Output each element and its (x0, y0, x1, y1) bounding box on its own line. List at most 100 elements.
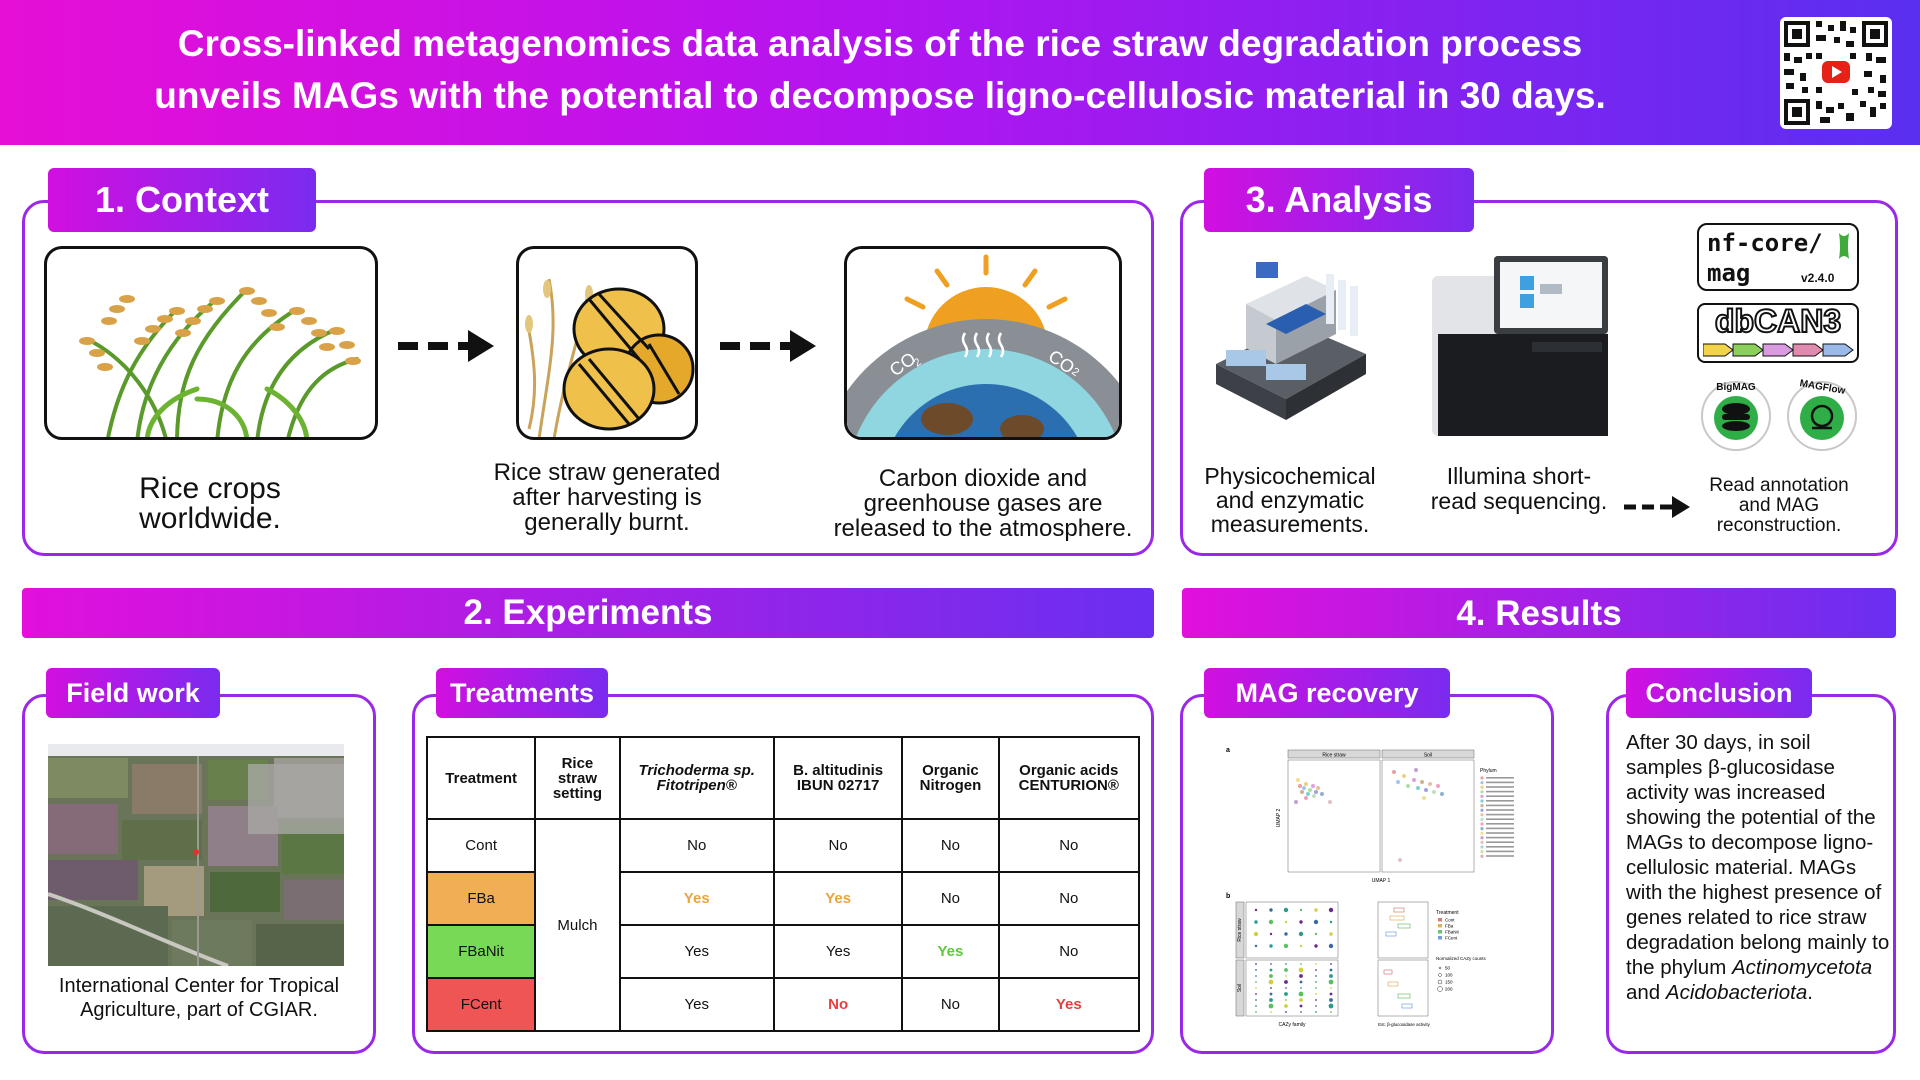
setting-cell: Mulch (534, 818, 621, 1032)
cazy-label: 100 (1445, 973, 1453, 978)
phylum-legend (1480, 776, 1514, 858)
umap-points-rice (1294, 778, 1332, 804)
conclusion-body: After 30 days, in soil samples β-glucosi… (1626, 731, 1890, 979)
cell: Yes (901, 924, 1000, 979)
phylum-label-line (1486, 809, 1514, 811)
earth-co2-icon: CO 2 CO 2 (847, 249, 1119, 437)
dot (1285, 975, 1287, 977)
dot (1300, 1011, 1302, 1013)
arrows-icon (1703, 343, 1854, 357)
phylum-label-line (1486, 777, 1514, 779)
rice-plant-icon (79, 287, 361, 437)
phylum-swatch (1480, 845, 1484, 849)
phylum-label-line (1486, 841, 1514, 843)
phylum-swatch (1480, 831, 1484, 835)
dot (1299, 974, 1303, 978)
title-banner (0, 0, 1920, 145)
dot (1328, 943, 1334, 949)
cell: No (901, 818, 1000, 873)
dot (1254, 920, 1258, 924)
dot (1284, 980, 1288, 984)
phylum-swatch (1480, 840, 1484, 844)
dot (1329, 920, 1333, 924)
dot (1299, 920, 1303, 924)
cell: Yes (772, 924, 904, 979)
dot (1329, 932, 1333, 936)
table-row: FCent Yes No No Yes (425, 977, 1141, 1032)
cell: Yes (997, 977, 1141, 1032)
conclusion-text: After 30 days, in soil samples β-glucosi… (1626, 730, 1892, 1005)
phylum-label-line (1486, 786, 1514, 788)
dot (1330, 1011, 1332, 1013)
poster-title: Cross-linked metagenomics data analysis … (130, 18, 1630, 122)
mag-figure: a Rice straw Soil UMAP 1 UMAP 2 Phylum b… (1226, 747, 1514, 1028)
fig-label-b: b (1226, 893, 1230, 900)
phylum-swatch (1480, 799, 1484, 803)
satellite-map[interactable] (48, 744, 344, 966)
phylum-label-line (1486, 850, 1514, 853)
dot (1268, 1003, 1274, 1009)
analysis-caption-2: Illumina short-read sequencing. (1430, 463, 1608, 514)
dot (1255, 999, 1257, 1001)
dot (1255, 1011, 1257, 1013)
results-bar: 4. Results (1182, 588, 1896, 638)
dot (1298, 991, 1304, 997)
dot (1284, 920, 1288, 924)
dot (1284, 968, 1288, 972)
header-trichoderma: Trichoderma sp. Fitotripen® (618, 736, 775, 820)
cazy-label: 150 (1445, 980, 1453, 985)
phylum-swatch (1480, 785, 1484, 789)
phylum-swatch (1480, 781, 1484, 785)
phylum-swatch (1480, 817, 1484, 821)
fieldwork-tab: Field work (46, 668, 220, 718)
table-row: FBaNit Yes Yes Yes No (425, 924, 1141, 979)
phylum-swatch (1480, 790, 1484, 794)
dot (1255, 963, 1257, 965)
rice-image (44, 246, 378, 440)
treatment-swatch (1438, 936, 1442, 940)
dot (1328, 979, 1334, 985)
table-row: Cont Mulch No No No No (425, 818, 1141, 1032)
dot (1313, 919, 1319, 925)
dot (1285, 987, 1287, 989)
fig-strip-left: Rice straw (1322, 753, 1346, 759)
cell: Yes (618, 977, 775, 1032)
dot (1300, 963, 1302, 965)
fig-label-a: a (1226, 747, 1230, 754)
dot (1269, 968, 1273, 972)
cazy-swatch (1438, 973, 1442, 977)
table-row: FBa Yes Yes No No (425, 871, 1141, 926)
dot (1315, 963, 1317, 965)
phylum-swatch (1480, 822, 1484, 826)
phylum-swatch (1480, 827, 1484, 831)
cazy-label: 50 (1445, 966, 1451, 971)
mag-recovery-tab: MAG recovery (1204, 668, 1450, 718)
conclusion-phylum-2: Acidobacteriota (1665, 981, 1808, 1004)
treatment-swatch (1438, 924, 1442, 928)
phylum-swatch (1480, 804, 1484, 808)
co2-sub-right: 2 (1069, 366, 1081, 379)
dot (1284, 1004, 1288, 1008)
treatment-label: Cont (1445, 918, 1455, 923)
fig-facet-bottom: Soil (1237, 984, 1243, 992)
header-treatment: Treatment (425, 736, 537, 820)
dot (1269, 908, 1273, 912)
dot (1269, 974, 1273, 978)
analysis-tab: 3. Analysis (1204, 168, 1474, 232)
dot (1298, 931, 1304, 937)
analysis-caption-3: Read annotation and MAG reconstruction. (1709, 475, 1849, 536)
cell: No (901, 871, 1000, 926)
title-line-2: unveils MAGs with the potential to decom… (154, 75, 1606, 116)
cell: No (997, 924, 1141, 979)
qr-code[interactable] (1780, 17, 1892, 129)
conclusion-panel (1606, 694, 1896, 1054)
apple-core-icon (1839, 233, 1849, 259)
dot (1299, 944, 1303, 948)
magflow-logo-icon: MAGFlow (1787, 378, 1857, 451)
treatments-table: Treatment Rice straw setting Trichoderma… (425, 736, 1141, 1032)
fig-phylum-title: Phylum (1480, 768, 1497, 774)
phylum-label-line (1486, 781, 1514, 784)
dot (1315, 999, 1317, 1001)
dot (1330, 963, 1332, 965)
dot (1268, 979, 1274, 985)
